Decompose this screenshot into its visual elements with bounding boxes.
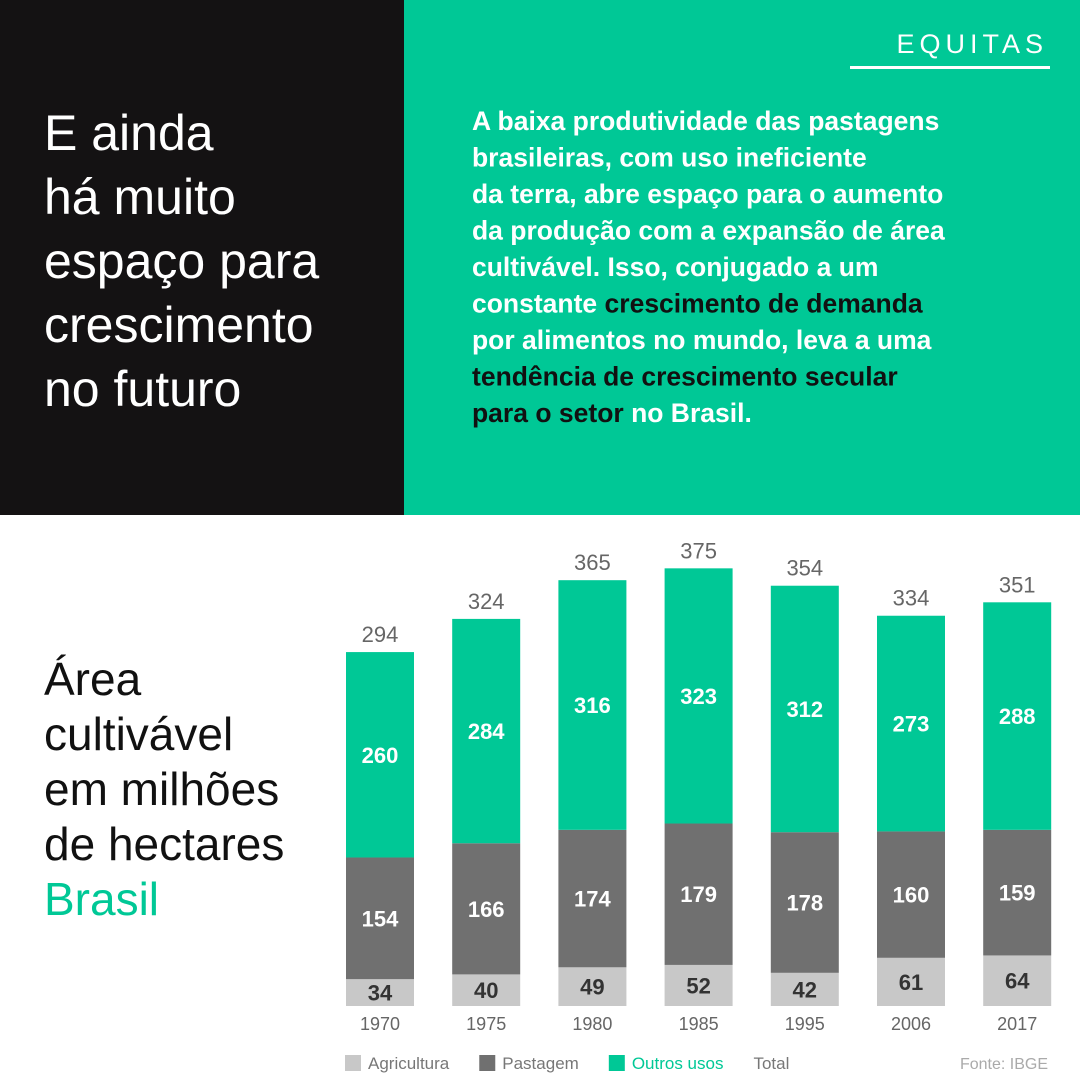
chart-title-line: em milhões	[44, 763, 279, 815]
segment-label: 316	[574, 693, 611, 718]
bar-segment	[664, 568, 733, 824]
segment-label: 64	[1005, 969, 1030, 994]
segment-label: 160	[893, 883, 930, 908]
chart-title-line: de hectares	[44, 818, 284, 870]
segment-label: 260	[362, 743, 399, 768]
headline-line: no futuro	[44, 361, 241, 417]
bar-segment	[770, 972, 839, 1006]
total-label: 354	[786, 556, 823, 581]
segment-label: 40	[474, 978, 498, 1003]
bar-segment	[558, 967, 627, 1006]
x-tick-label: 1970	[360, 1014, 400, 1034]
bar-segment	[877, 957, 945, 1006]
bar-segment	[558, 580, 627, 830]
total-label: 375	[680, 538, 717, 563]
bar-segment	[346, 979, 414, 1006]
paragraph-line: por alimentos no mundo, leva a uma	[472, 325, 932, 355]
segment-label: 312	[786, 697, 823, 722]
bar-segment	[877, 615, 945, 832]
paragraph-run: tendência de crescimento secular	[472, 362, 898, 392]
bar-segment	[770, 585, 839, 833]
paragraph-run: por alimentos no mundo, leva a uma	[472, 325, 932, 355]
segment-label: 179	[680, 882, 717, 907]
headline-line: há muito	[44, 169, 236, 225]
text-panel	[404, 0, 1080, 515]
segment-label: 52	[686, 973, 710, 998]
segment-label: 154	[362, 906, 399, 931]
headline-line: espaço para	[44, 233, 319, 289]
paragraph-line: da terra, abre espaço para o aumento	[472, 179, 943, 209]
bar-segment	[983, 829, 1052, 956]
segment-label: 174	[574, 887, 611, 912]
paragraph-run: constante	[472, 289, 605, 319]
paragraph-line: constante crescimento de demanda	[472, 289, 923, 319]
bar-segment	[770, 832, 839, 973]
bar-segment	[452, 618, 521, 844]
paragraph-run: no Brasil.	[624, 398, 752, 428]
headline-line: crescimento	[44, 297, 314, 353]
segment-label: 159	[999, 881, 1036, 906]
bar-segment	[558, 829, 627, 968]
bar-segment	[452, 974, 521, 1006]
chart-title-line: cultivável	[44, 708, 233, 760]
paragraph-line: para o setor no Brasil.	[472, 398, 752, 428]
segment-label: 273	[893, 712, 930, 737]
bar-segment	[983, 602, 1052, 830]
x-tick-label: 1980	[572, 1014, 612, 1034]
paragraph-line: tendência de crescimento secular	[472, 362, 898, 392]
bar-segment	[664, 823, 733, 965]
bar-segment	[346, 857, 414, 980]
paragraph-run: da produção com a expansão de área	[472, 216, 945, 246]
segment-label: 323	[680, 684, 717, 709]
segment-label: 166	[468, 897, 505, 922]
paragraph-line: da produção com a expansão de área	[472, 216, 945, 246]
chart-title-line: Área	[44, 653, 142, 705]
paragraph-run: para o setor	[472, 398, 624, 428]
x-tick-label: 1995	[785, 1014, 825, 1034]
paragraph-line: cultivável. Isso, conjugado a um	[472, 252, 878, 282]
bar-segment	[877, 831, 945, 958]
paragraph-run: brasileiras, com uso ineficiente	[472, 143, 867, 173]
bar-segment	[452, 843, 521, 975]
legend-swatch	[608, 1055, 625, 1071]
headline-line: E ainda	[44, 105, 214, 161]
legend-label: Agricultura	[368, 1054, 450, 1073]
segment-label: 288	[999, 704, 1036, 729]
segment-label: 178	[786, 891, 823, 916]
legend-swatch	[479, 1055, 496, 1071]
bar-segment	[346, 652, 414, 858]
source: Fonte: IBGE	[960, 1056, 1048, 1073]
paragraph-line: brasileiras, com uso ineficiente	[472, 143, 867, 173]
paragraph-line: A baixa produtividade das pastagens	[472, 106, 939, 136]
segment-label: 42	[793, 977, 817, 1002]
chart-title-line: Brasil	[44, 873, 159, 925]
total-label: 334	[893, 586, 930, 611]
x-tick-label: 1985	[679, 1014, 719, 1034]
headline-panel	[0, 0, 404, 515]
bar-segment	[664, 964, 733, 1006]
total-label: 294	[362, 622, 399, 647]
segment-label: 61	[899, 970, 923, 995]
x-tick-label: 2017	[997, 1014, 1037, 1034]
legend-label: Outros usos	[632, 1054, 724, 1073]
paragraph-run: cultivável. Isso, conjugado a um	[472, 252, 878, 282]
bar-segment	[983, 955, 1052, 1006]
segment-label: 49	[580, 975, 604, 1000]
legend-swatch	[345, 1055, 361, 1071]
legend-label: Total	[753, 1054, 789, 1073]
x-tick-label: 2006	[891, 1014, 931, 1034]
legend-label: Pastagem	[502, 1054, 579, 1073]
paragraph-run: da terra, abre espaço para o aumento	[472, 179, 943, 209]
paragraph-run: A baixa produtividade das pastagens	[472, 106, 939, 136]
segment-label: 34	[368, 981, 393, 1006]
segment-label: 284	[468, 719, 505, 744]
total-label: 324	[468, 589, 505, 614]
brand-underline	[850, 66, 1050, 69]
brand: EQUITAS	[896, 29, 1048, 59]
total-label: 365	[574, 550, 611, 575]
x-tick-label: 1975	[466, 1014, 506, 1034]
total-label: 351	[999, 572, 1036, 597]
paragraph-run: crescimento de demanda	[605, 289, 923, 319]
